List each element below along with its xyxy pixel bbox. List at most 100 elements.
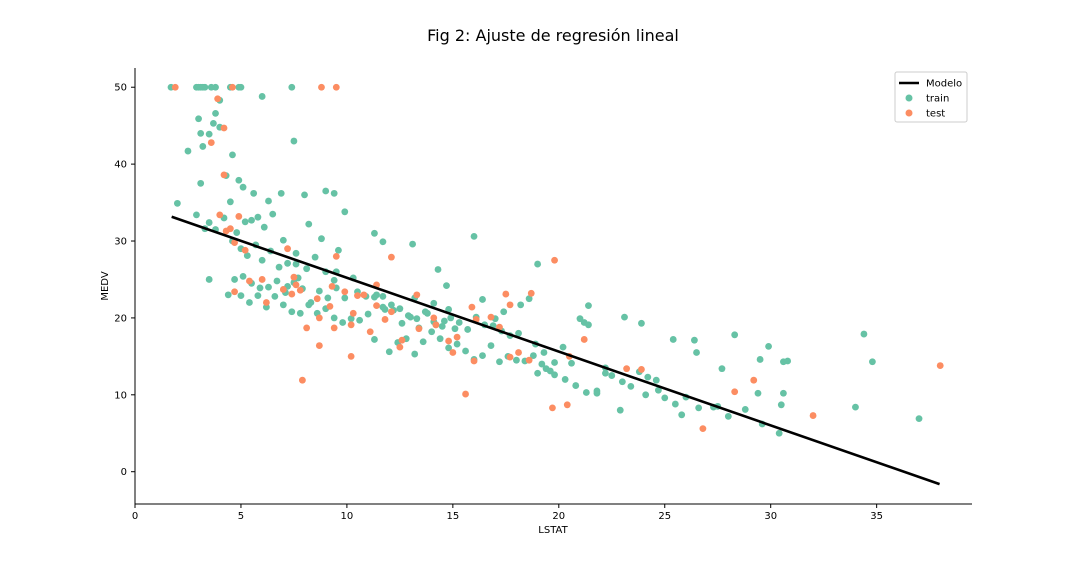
y-axis-label: MEDV [100, 271, 111, 300]
train-point [318, 235, 325, 243]
train-point [301, 191, 308, 199]
test-point [349, 309, 357, 317]
train-point [754, 389, 762, 397]
test-point [430, 314, 438, 322]
train-point [239, 272, 247, 280]
test-point [235, 213, 243, 220]
train-point [330, 276, 338, 284]
train-point [305, 220, 313, 228]
chart-title: Fig 2: Ajuste de regresión lineal [427, 26, 679, 45]
train-point [273, 277, 281, 285]
train-point [254, 292, 262, 300]
test-point [527, 289, 535, 297]
train-point [765, 342, 772, 350]
train-point [777, 401, 785, 409]
test-point [231, 288, 238, 296]
x-tick-label: 20 [552, 511, 565, 522]
train-point [284, 259, 291, 267]
train-point [239, 183, 247, 191]
test-point [731, 388, 739, 396]
test-point [398, 336, 406, 344]
train-point [411, 350, 419, 358]
train-point [311, 253, 319, 261]
train-point [288, 308, 296, 316]
test-point [330, 324, 338, 332]
train-point [695, 404, 703, 412]
plot-area [167, 83, 944, 486]
train-point [212, 109, 219, 117]
train-point [445, 306, 453, 313]
train-point [479, 296, 486, 303]
train-point [775, 429, 783, 437]
test-point [415, 325, 423, 333]
test-point [288, 290, 296, 298]
train-point [201, 83, 209, 91]
train-point [551, 371, 558, 379]
train-point [379, 292, 387, 300]
train-point [347, 315, 355, 323]
x-tick-label: 25 [658, 511, 671, 522]
train-point [197, 129, 205, 137]
train-point [585, 321, 592, 329]
train-point [296, 309, 304, 317]
test-point [360, 291, 368, 299]
train-point [305, 301, 313, 309]
series-modelo [171, 215, 941, 486]
train-point [258, 93, 266, 100]
test-point [699, 425, 707, 433]
train-point [243, 252, 251, 260]
train-point [356, 316, 364, 324]
y-tick-label: 40 [114, 160, 127, 171]
train-point [487, 342, 495, 349]
x-tick-label: 0 [132, 511, 138, 522]
train-point [341, 294, 349, 302]
train-point [229, 151, 236, 159]
test-point [496, 323, 503, 331]
test-point [341, 288, 349, 296]
train-point [538, 360, 546, 368]
legend-swatch-test [905, 109, 913, 117]
train-point [582, 389, 590, 396]
test-point [515, 349, 522, 356]
train-point [290, 137, 298, 145]
train-point [421, 308, 429, 316]
train-point [438, 322, 446, 330]
test-point [229, 83, 236, 91]
test-point [292, 281, 300, 289]
test-point [366, 328, 374, 336]
test-point [462, 390, 469, 398]
train-point [860, 330, 868, 338]
train-point [413, 315, 421, 323]
train-point [303, 265, 311, 273]
train-point [724, 412, 732, 420]
train-point [288, 83, 296, 91]
test-point [388, 253, 395, 261]
train-point [430, 299, 438, 307]
test-point [303, 324, 311, 332]
x-ticks: 0 5 10 15 20 25 30 35 [132, 504, 883, 522]
train-point [254, 213, 262, 221]
train-point [277, 189, 285, 197]
test-point [445, 337, 453, 345]
legend: Modelo train test [894, 71, 968, 123]
train-point [330, 189, 338, 197]
train-point [226, 198, 234, 206]
legend-label-test: test [926, 109, 945, 120]
test-point [315, 342, 323, 349]
train-point [534, 260, 542, 268]
train-point [396, 305, 404, 313]
test-point [750, 376, 758, 384]
train-point [464, 326, 472, 333]
legend-frame [894, 71, 968, 123]
train-point [627, 382, 635, 390]
train-point [265, 283, 272, 291]
train-point [184, 147, 192, 155]
test-point [449, 349, 457, 356]
train-point [618, 378, 626, 386]
train-point [436, 335, 444, 343]
test-point [623, 365, 631, 373]
train-point [271, 292, 279, 300]
train-point [500, 308, 508, 316]
test-point [332, 83, 340, 91]
test-point [347, 321, 355, 329]
